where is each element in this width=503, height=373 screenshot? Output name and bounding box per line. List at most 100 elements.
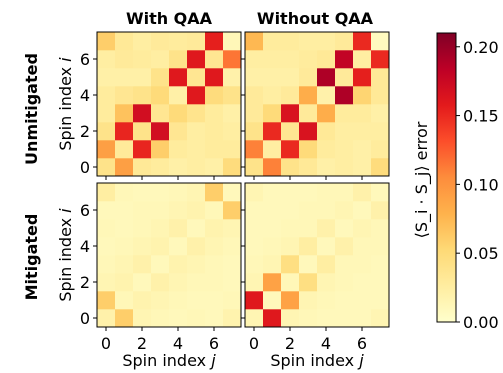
panel-frame bbox=[244, 31, 390, 177]
heatmap-cell bbox=[133, 68, 152, 87]
heatmap-cell bbox=[335, 201, 354, 220]
heatmap-cell bbox=[223, 122, 242, 141]
heatmap-cell bbox=[115, 183, 134, 202]
heatmap-cell bbox=[263, 237, 282, 256]
y-axis-label: Spin index i bbox=[56, 57, 75, 151]
heatmap-cell bbox=[263, 32, 282, 51]
colorbar-tick-label: 0.05 bbox=[463, 244, 499, 263]
heatmap-cell bbox=[223, 291, 242, 310]
heatmap-cell bbox=[335, 32, 354, 51]
heatmap-cell bbox=[133, 201, 152, 220]
colorbar: 0.00 0.05 0.10 0.15 0.20 ⟨S_i · S_j⟩ error bbox=[412, 32, 499, 332]
heatmap-cell bbox=[115, 201, 134, 220]
colorbar-label: ⟨S_i · S_j⟩ error bbox=[412, 121, 432, 238]
heatmap-cell bbox=[335, 68, 354, 87]
heatmap-cell bbox=[151, 183, 170, 202]
heatmap-cell bbox=[263, 158, 282, 177]
heatmap-cell bbox=[317, 122, 336, 141]
heatmap-cell bbox=[299, 237, 318, 256]
heatmap-cell bbox=[97, 291, 116, 310]
heatmap-cell bbox=[281, 86, 300, 105]
heatmap-cell bbox=[335, 183, 354, 202]
heatmap-cell bbox=[335, 291, 354, 310]
heatmap-cell bbox=[151, 309, 170, 328]
heatmap-cell bbox=[169, 237, 188, 256]
x-axis-label: Spin index j bbox=[122, 351, 216, 370]
heatmap-cell bbox=[371, 140, 390, 159]
colorbar-tick-label: 0.00 bbox=[463, 313, 499, 332]
heatmap-cell bbox=[335, 255, 354, 274]
heatmap-cell bbox=[317, 158, 336, 177]
heatmap-cell bbox=[317, 237, 336, 256]
heatmap-cell bbox=[353, 32, 372, 51]
heatmap-panel-unmitigated-without-qaa bbox=[241, 31, 390, 180]
heatmap-cell bbox=[115, 309, 134, 328]
heatmap-cell bbox=[223, 201, 242, 220]
heatmap-cell bbox=[335, 219, 354, 238]
heatmap-cell bbox=[151, 237, 170, 256]
heatmap-cell bbox=[317, 50, 336, 69]
heatmap-cell bbox=[151, 122, 170, 141]
column-title-with-qaa: With QAA bbox=[126, 9, 213, 28]
heatmap-cell bbox=[317, 86, 336, 105]
heatmap-cell bbox=[97, 32, 116, 51]
heatmap-cell bbox=[335, 50, 354, 69]
heatmap-cell bbox=[317, 140, 336, 159]
panel-frame bbox=[96, 182, 242, 328]
heatmap-cell bbox=[263, 219, 282, 238]
colorbar-bar bbox=[436, 32, 457, 323]
heatmap-cell bbox=[353, 86, 372, 105]
heatmap-cell bbox=[97, 273, 116, 292]
heatmap-cell bbox=[299, 273, 318, 292]
heatmap-cell bbox=[169, 104, 188, 123]
heatmap-cell bbox=[133, 140, 152, 159]
heatmap-cell bbox=[187, 50, 206, 69]
heatmap-cell bbox=[205, 122, 224, 141]
heatmap-cell bbox=[169, 68, 188, 87]
heatmap-cell bbox=[245, 237, 264, 256]
heatmap-cell bbox=[371, 201, 390, 220]
heatmap-cell bbox=[205, 201, 224, 220]
heatmap-cell bbox=[97, 86, 116, 105]
heatmap-cell bbox=[151, 86, 170, 105]
heatmap-cell bbox=[205, 140, 224, 159]
heatmap-cell bbox=[223, 255, 242, 274]
heatmap-cell bbox=[371, 86, 390, 105]
heatmap-cell bbox=[317, 201, 336, 220]
heatmap-cell bbox=[281, 219, 300, 238]
y-tick-label: 6 bbox=[80, 201, 90, 220]
y-tick-label: 2 bbox=[80, 122, 90, 141]
heatmap-cell bbox=[205, 104, 224, 123]
heatmap-cell bbox=[353, 183, 372, 202]
heatmap-cell bbox=[281, 255, 300, 274]
column-title-without-qaa: Without QAA bbox=[257, 9, 374, 28]
heatmap-cell bbox=[169, 255, 188, 274]
heatmap-cell bbox=[115, 104, 134, 123]
heatmap-cell bbox=[223, 32, 242, 51]
heatmap-cell bbox=[371, 255, 390, 274]
heatmap-cell bbox=[263, 309, 282, 328]
y-axis-label: Spin index i bbox=[56, 208, 75, 302]
heatmap-cell bbox=[115, 273, 134, 292]
heatmap-cell bbox=[205, 183, 224, 202]
heatmap-cell bbox=[205, 50, 224, 69]
y-tick-label: 2 bbox=[80, 273, 90, 292]
heatmap-cell bbox=[187, 183, 206, 202]
heatmap-cell bbox=[97, 68, 116, 87]
heatmap-cell bbox=[133, 122, 152, 141]
heatmap-panel-unmitigated-with-qaa: 0 2 4 6 bbox=[80, 31, 242, 180]
heatmap-cell bbox=[223, 140, 242, 159]
heatmap-cell bbox=[353, 140, 372, 159]
heatmap-cell bbox=[317, 183, 336, 202]
heatmap-cell bbox=[245, 140, 264, 159]
heatmap-cell bbox=[151, 68, 170, 87]
heatmap-cell bbox=[371, 68, 390, 87]
heatmap-cell bbox=[353, 309, 372, 328]
heatmap-cell bbox=[371, 291, 390, 310]
x-axis-label: Spin index j bbox=[270, 351, 364, 370]
heatmap-cell bbox=[169, 183, 188, 202]
heatmap-cell bbox=[299, 86, 318, 105]
heatmap-cell bbox=[133, 291, 152, 310]
heatmap-cell bbox=[115, 291, 134, 310]
